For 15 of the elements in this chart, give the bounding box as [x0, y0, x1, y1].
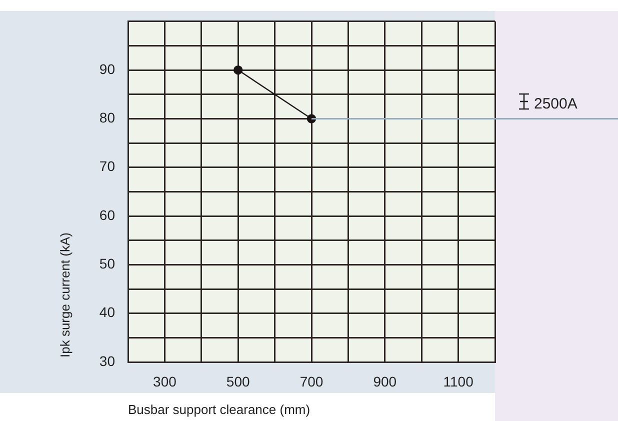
- x-tick-label: 900: [373, 373, 397, 390]
- y-tick-label: 70: [99, 158, 116, 174]
- y-tick-label: 40: [99, 304, 116, 320]
- x-tick-label: 700: [300, 373, 324, 390]
- ref-line-label: 2500A: [534, 96, 578, 113]
- y-tick-label: 50: [99, 256, 116, 272]
- y-tick-label: 90: [99, 60, 116, 77]
- y-tick-label: 30: [99, 352, 116, 369]
- x-axis-title: Busbar support clearance (mm): [128, 402, 310, 417]
- x-tick-label: 500: [226, 373, 250, 390]
- y-tick-label: 80: [99, 110, 116, 126]
- x-tick-label: 300: [153, 373, 177, 390]
- y-tick-label: 60: [99, 206, 116, 223]
- x-tick-label: 1100: [443, 373, 474, 390]
- y-axis-title: Ipk surge current (kA): [58, 232, 73, 358]
